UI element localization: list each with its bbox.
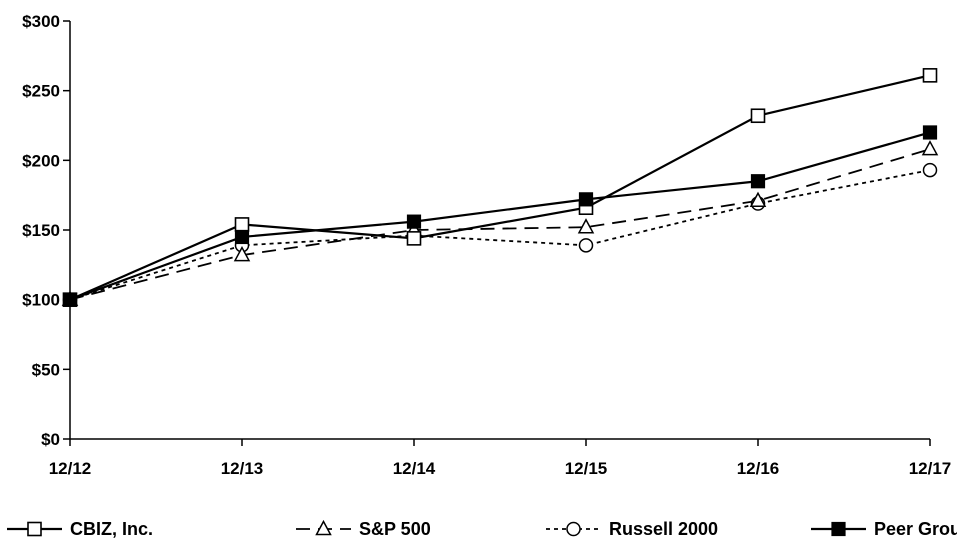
series-lines [69,74,931,301]
y-tick-label: $200 [22,151,60,170]
y-tick-label: $150 [22,221,60,240]
series-line-russell-2000 [69,169,931,301]
data-point-cbiz-inc [750,108,766,124]
series-line-peer-group [69,131,931,301]
legend-item-cbiz-inc: CBIZ, Inc. [7,519,153,539]
data-point-s-p-500 [921,140,939,156]
x-tick-label: 12/14 [393,459,436,478]
data-point-cbiz-inc [406,231,422,246]
data-point-peer-group [234,229,250,245]
legend-marker-swatch [27,521,42,537]
series-markers [61,68,939,307]
legend-label: Peer Group [874,519,957,539]
data-point-peer-group [578,192,594,207]
x-tick-label: 12/12 [49,459,92,478]
legend-marker-swatch [315,519,332,536]
data-point-s-p-500 [749,191,767,207]
legend-item-russell-2000: Russell 2000 [546,519,718,539]
y-tick-label: $300 [22,12,60,31]
legend-item-s-p-500: S&P 500 [296,519,431,539]
y-tick-label: $50 [32,360,60,379]
x-tick-label: 12/15 [565,459,608,478]
series-line-s-p-500 [69,148,931,301]
y-tick-label: $0 [41,430,60,449]
data-point-s-p-500 [233,245,251,262]
y-axis-ticks: $0 $50 $100 $150 $200 $250 $300 [22,12,70,449]
x-tick-label: 12/16 [737,459,780,478]
legend-label: Russell 2000 [609,519,718,539]
legend-item-peer-group: Peer Group [811,519,957,539]
data-point-peer-group [922,125,938,140]
data-point-s-p-500 [577,218,595,234]
data-point-cbiz-inc [234,217,250,232]
data-point-peer-group [406,214,422,229]
legend-label: S&P 500 [359,519,431,539]
x-tick-label: 12/17 [909,459,952,478]
legend-marker-swatch [831,521,846,537]
data-point-cbiz-inc [922,68,938,83]
data-point-peer-group [750,174,766,189]
data-point-russell-2000 [922,162,938,178]
y-tick-label: $250 [22,82,60,101]
legend-marker-swatch [566,521,581,537]
series-line-cbiz-inc [69,74,931,301]
legend-label: CBIZ, Inc. [70,519,153,539]
axes [69,21,930,440]
x-tick-label: 12/13 [221,459,264,478]
data-point-peer-group [62,292,78,307]
y-tick-label: $100 [22,291,60,310]
x-axis-ticks: 12/12 12/13 12/14 12/15 12/16 12/17 [49,439,952,478]
data-point-russell-2000 [578,238,594,253]
legend: CBIZ, Inc. S&P 500 Russell 2000 Peer Group [7,519,957,539]
